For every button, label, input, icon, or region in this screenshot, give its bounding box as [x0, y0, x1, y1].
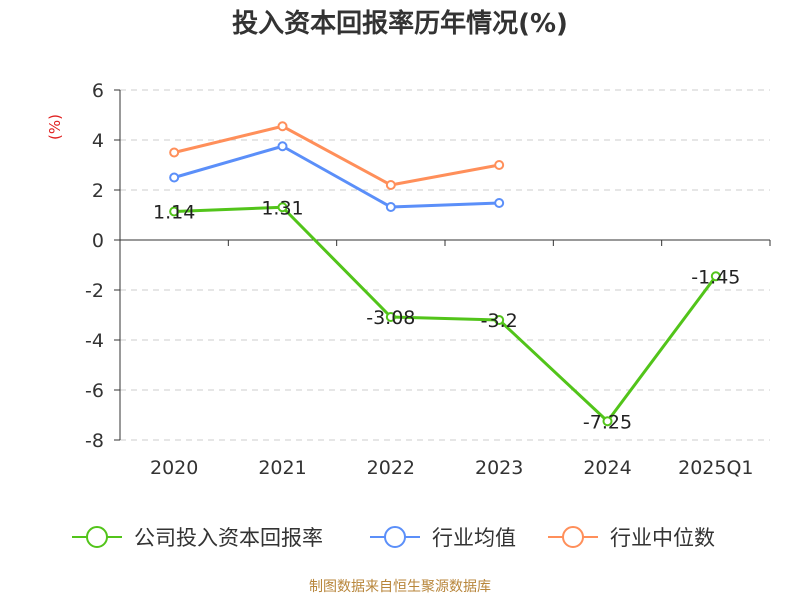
x-tick-label: 2021	[258, 457, 306, 479]
legend: 公司投入资本回报率 行业均值 行业中位数	[72, 526, 715, 550]
data-point	[494, 198, 505, 208]
data-label: 1.14	[153, 202, 195, 224]
series-line	[173, 144, 500, 209]
legend-label: 行业均值	[432, 526, 516, 550]
x-tick-label: 2025Q1	[678, 457, 753, 479]
chart-title: 投入资本回报率历年情况(%)	[232, 9, 568, 39]
data-point	[169, 206, 180, 217]
data-point	[710, 271, 721, 282]
data-point	[277, 141, 288, 152]
grid-lines	[120, 89, 770, 441]
data-label: -7.25	[583, 411, 632, 433]
series-line	[174, 205, 718, 423]
x-tick-label: 2024	[583, 457, 631, 479]
data-label: -3.2	[481, 310, 518, 332]
data-point	[385, 180, 396, 190]
legend-marker-circle	[86, 526, 108, 548]
x-tick-label: 2023	[475, 457, 523, 479]
legend-marker-circle	[562, 526, 584, 548]
y-tick-label: 4	[92, 130, 104, 152]
data-point	[277, 121, 288, 132]
source-note: 制图数据来自恒生聚源数据库	[309, 579, 491, 595]
data-point	[494, 160, 505, 170]
y-tick-label: -4	[85, 330, 104, 352]
series-line	[173, 124, 500, 187]
legend-label: 行业中位数	[610, 526, 715, 550]
y-tick-label: -2	[85, 280, 104, 302]
x-axis-ticks: 2020 2021 2022 2023 2024 2025Q1	[119, 240, 771, 479]
data-label: 1.31	[261, 197, 303, 219]
y-tick-label: -8	[85, 430, 104, 452]
data-point	[277, 202, 288, 213]
legend-label: 公司投入资本回报率	[134, 526, 323, 550]
data-point	[385, 312, 396, 322]
y-tick-label: 0	[92, 230, 104, 252]
y-tick-label: 6	[92, 80, 104, 102]
series-layer: 1.14 1.31 -3.08 -3.2 -7.25 -1.45	[153, 121, 740, 433]
data-point	[602, 416, 613, 427]
y-axis-label: (%)	[46, 114, 64, 140]
data-label: -1.45	[691, 266, 740, 288]
data-point	[494, 315, 505, 325]
y-axis-ticks: 6 4 2 0 -2 -4 -6 -8	[85, 80, 120, 452]
data-point	[169, 147, 180, 158]
data-point	[385, 202, 396, 212]
x-tick-label: 2022	[367, 457, 415, 479]
legend-marker-circle	[384, 526, 406, 548]
y-tick-label: -6	[85, 380, 104, 402]
y-tick-label: 2	[92, 180, 104, 202]
x-tick-label: 2020	[150, 457, 198, 479]
data-point	[169, 172, 180, 183]
data-label: -3.08	[366, 307, 415, 329]
